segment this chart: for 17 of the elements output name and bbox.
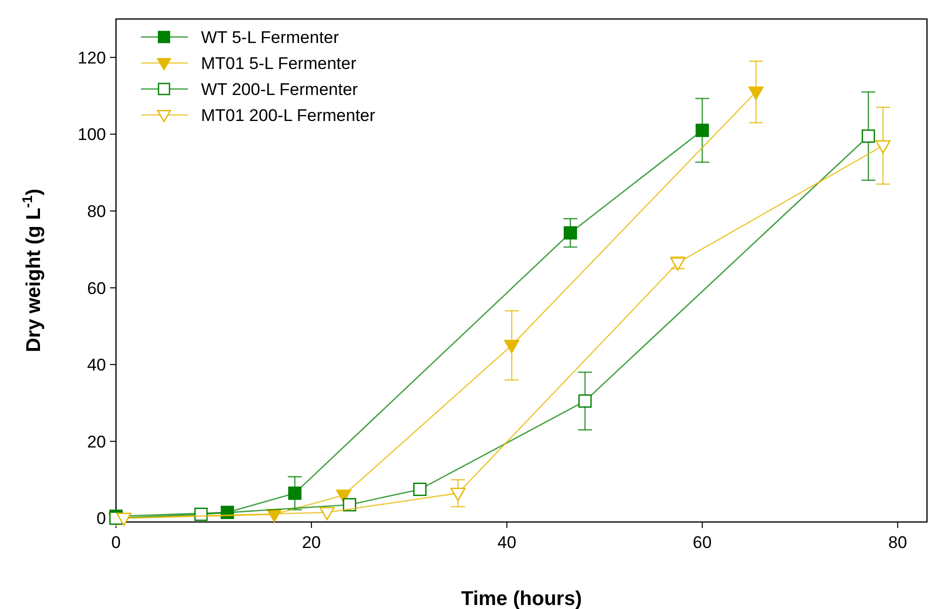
- y-tick-label: 120: [78, 48, 106, 68]
- legend-label: WT 200-L Fermenter: [201, 80, 358, 99]
- x-tick-label: 80: [888, 533, 908, 552]
- x-tick-label: 20: [302, 533, 321, 552]
- x-tick-label: 40: [497, 533, 516, 552]
- legend-label: MT01 5-L Fermenter: [201, 54, 357, 73]
- y-tick-label: 0: [96, 509, 106, 528]
- y-tick-label: 80: [87, 202, 106, 221]
- x-axis-title: Time (hours): [461, 588, 582, 609]
- x-tick-label: 60: [692, 533, 712, 552]
- y-tick-label: 20: [87, 432, 106, 452]
- x-tick-label: 0: [111, 533, 121, 552]
- legend-label: WT 5-L Fermenter: [201, 28, 340, 47]
- y-tick-label: 60: [87, 278, 106, 298]
- legend-label: MT01 200-L Fermenter: [201, 106, 376, 125]
- y-tick-label: 40: [87, 356, 106, 375]
- y-tick-label: 100: [78, 125, 106, 144]
